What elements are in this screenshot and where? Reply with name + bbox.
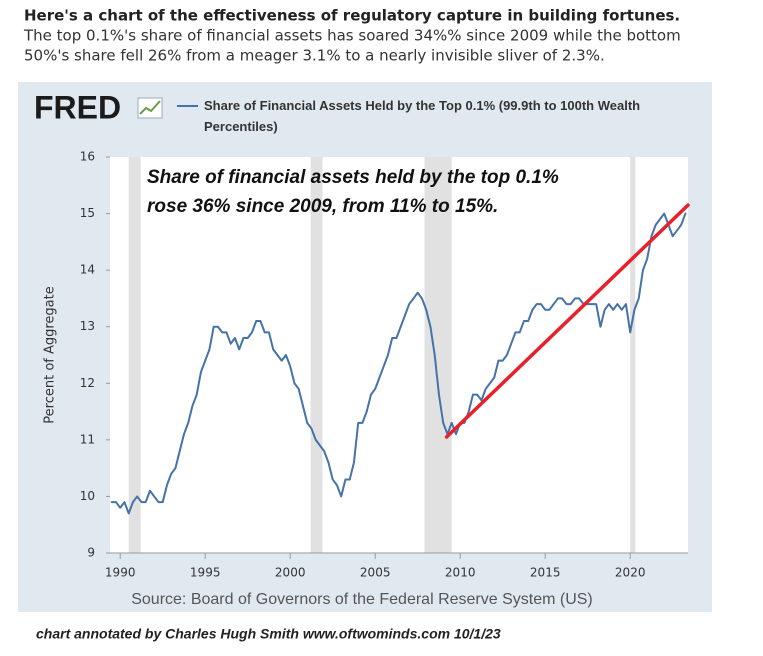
intro-line: The top 0.1%'s share of financial assets… <box>23 27 681 45</box>
x-tick-label: 2005 <box>360 566 391 580</box>
logo: FRED <box>34 89 121 125</box>
footer: chart annotated by Charles Hugh Smith ww… <box>36 626 501 642</box>
recession-band <box>630 157 636 553</box>
recession-band <box>424 157 452 553</box>
annotation: rose 36% since 2009, from 11% to 15%. <box>147 196 498 217</box>
legend-label: Share of Financial Assets Held by the To… <box>204 98 641 134</box>
x-tick-label: 1995 <box>190 566 221 580</box>
y-tick-label: 14 <box>80 263 95 277</box>
y-tick-label: 16 <box>80 150 95 164</box>
recession-band <box>310 157 323 553</box>
y-tick-label: 15 <box>80 206 95 220</box>
trend-line <box>444 203 690 439</box>
y-tick-label: 11 <box>80 432 95 446</box>
recession-band <box>128 157 141 553</box>
y-tick-label: 10 <box>80 489 95 503</box>
x-tick-label: 2010 <box>445 566 476 580</box>
x-tick-label: 1990 <box>105 566 136 580</box>
x-tick-label: 2015 <box>530 566 561 580</box>
intro-line: 50%'s share fell 26% from a meager 3.1% … <box>24 47 605 65</box>
x-tick-label: 2000 <box>275 566 306 580</box>
x-tick-label: 2020 <box>615 566 646 580</box>
series-line <box>110 212 687 515</box>
y-tick-label: 12 <box>80 376 95 390</box>
annotation: Share of financial assets held by the to… <box>147 167 559 188</box>
heading: Here's a chart of the effectiveness of r… <box>24 7 680 25</box>
logo-icon <box>137 97 163 119</box>
y-tick-label: 13 <box>80 319 95 333</box>
y-axis-label: Percent of Aggregate <box>43 286 58 423</box>
source: Source: Board of Governors of the Federa… <box>131 591 593 608</box>
y-tick-label: 9 <box>87 546 95 560</box>
